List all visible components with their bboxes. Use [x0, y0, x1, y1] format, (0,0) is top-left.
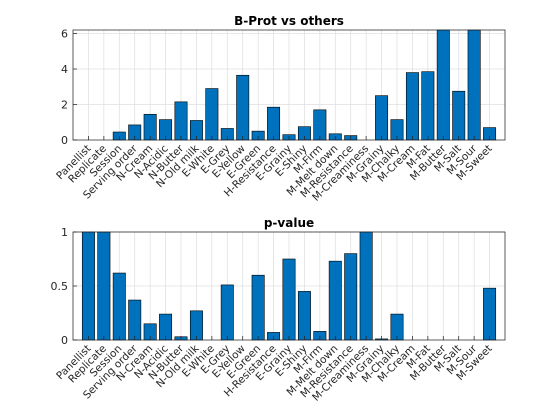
chart-title: B-Prot vs others [234, 14, 344, 28]
bar-e-green [251, 274, 265, 341]
chart-title: p-value [264, 216, 314, 230]
y-tick-label: 1 [61, 226, 68, 239]
bar-m-fat [421, 71, 435, 141]
bar-m-cream [405, 72, 419, 141]
bar-h-resistance [267, 106, 281, 141]
bar-session [112, 272, 126, 341]
bar-e-shiny [297, 291, 311, 341]
bar-e-yellow [236, 74, 250, 141]
bar-m-sweet [483, 287, 497, 341]
bar-n-old-milk [189, 310, 203, 341]
bar-m-creaminess [359, 231, 373, 341]
bar-e-grey [220, 284, 234, 341]
bar-m-grainy [375, 95, 389, 141]
bar-m-melt-down [328, 260, 342, 341]
bar-e-white [205, 88, 219, 141]
y-tick-label: 6 [61, 28, 68, 41]
bar-serving-order [128, 299, 142, 341]
bar-m-salt [452, 90, 466, 141]
chart-b-prot-vs-others: B-Prot vs others 0246PanellistReplicateS… [54, 14, 506, 204]
chart-p-value: p-value 00.51PanellistReplicateSessionSe… [51, 216, 506, 404]
y-tick-label: 0 [61, 334, 68, 347]
y-tick-label: 0 [61, 134, 68, 147]
bar-e-grainy [282, 258, 296, 341]
y-tick-label: 4 [61, 63, 68, 76]
bar-panellist [81, 231, 95, 341]
y-tick-label: 2 [61, 99, 68, 112]
bar-m-firm [313, 109, 327, 141]
bar-replicate [97, 231, 111, 341]
bar-n-butter [174, 101, 188, 141]
bar-m-resistance [344, 253, 358, 341]
bar-m-sour [467, 29, 481, 141]
bar-m-butter [436, 29, 450, 141]
y-tick-label: 0.5 [51, 280, 69, 293]
